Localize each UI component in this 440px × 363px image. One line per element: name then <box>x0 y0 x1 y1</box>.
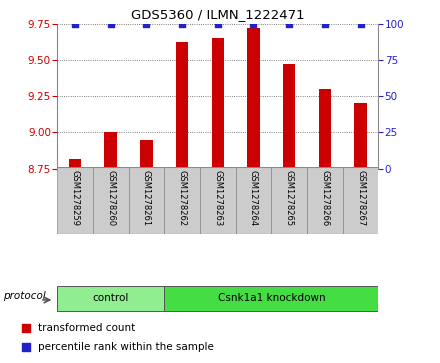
Bar <box>93 167 128 234</box>
Text: protocol: protocol <box>3 291 46 301</box>
Bar <box>200 167 236 234</box>
Bar <box>128 167 164 234</box>
Point <box>357 21 364 26</box>
Text: GSM1278263: GSM1278263 <box>213 170 222 227</box>
Point <box>22 344 29 350</box>
Bar <box>236 167 271 234</box>
Point <box>179 21 186 26</box>
Text: GSM1278262: GSM1278262 <box>178 170 187 227</box>
Point <box>214 21 221 26</box>
Bar <box>307 167 343 234</box>
Text: percentile rank within the sample: percentile rank within the sample <box>38 342 214 352</box>
Title: GDS5360 / ILMN_1222471: GDS5360 / ILMN_1222471 <box>131 8 304 21</box>
Text: GSM1278265: GSM1278265 <box>285 170 293 227</box>
Text: transformed count: transformed count <box>38 323 136 333</box>
Bar <box>354 103 367 169</box>
Point <box>321 21 328 26</box>
Bar <box>104 132 117 169</box>
Bar <box>212 38 224 169</box>
Bar <box>140 140 153 169</box>
Text: GSM1278266: GSM1278266 <box>320 170 330 227</box>
Bar <box>319 89 331 169</box>
Point <box>22 325 29 331</box>
Bar <box>57 286 164 311</box>
Bar <box>343 167 378 234</box>
Text: Csnk1a1 knockdown: Csnk1a1 knockdown <box>217 293 325 303</box>
Text: control: control <box>92 293 129 303</box>
Point <box>143 21 150 26</box>
Text: GSM1278264: GSM1278264 <box>249 170 258 227</box>
Bar <box>164 286 378 311</box>
Point <box>286 21 293 26</box>
Bar <box>69 159 81 169</box>
Bar <box>176 42 188 169</box>
Bar <box>247 28 260 169</box>
Bar <box>164 167 200 234</box>
Bar <box>57 167 93 234</box>
Bar <box>283 64 295 169</box>
Text: GSM1278267: GSM1278267 <box>356 170 365 227</box>
Text: GSM1278261: GSM1278261 <box>142 170 151 227</box>
Point <box>107 21 114 26</box>
Point <box>72 21 79 26</box>
Bar <box>271 167 307 234</box>
Text: GSM1278259: GSM1278259 <box>70 170 80 227</box>
Text: GSM1278260: GSM1278260 <box>106 170 115 227</box>
Point <box>250 21 257 26</box>
